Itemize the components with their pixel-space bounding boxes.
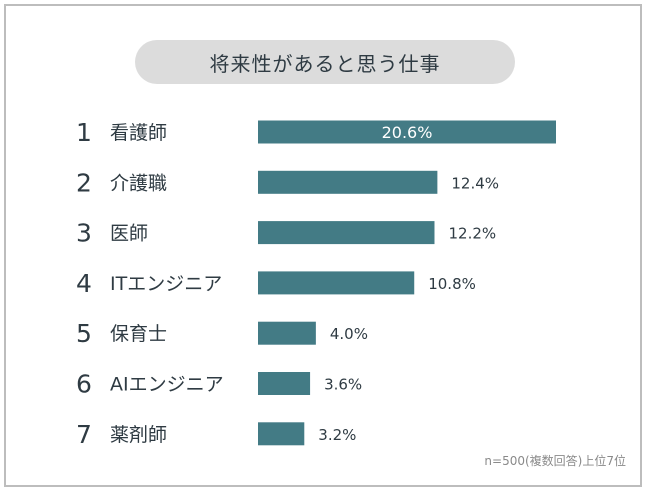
rank-number: 3	[76, 219, 92, 248]
bar	[258, 170, 438, 194]
bar	[258, 120, 556, 144]
rank-number: 7	[76, 420, 92, 449]
bar	[258, 321, 316, 345]
value-label: 12.2%	[448, 225, 496, 243]
value-label: 4.0%	[330, 325, 368, 343]
value-label: 3.2%	[318, 426, 356, 444]
category-label: 介護職	[110, 172, 167, 194]
category-label: AIエンジニア	[110, 374, 224, 396]
value-label: 3.6%	[324, 376, 362, 394]
rank-number: 2	[76, 168, 92, 197]
sample-note: n=500(複数回答)上位7位	[484, 454, 626, 468]
chart-title: 将来性があると思う仕事	[135, 40, 515, 84]
rank-number: 4	[76, 269, 92, 298]
rank-number: 1	[76, 118, 92, 147]
bar	[258, 422, 305, 446]
category-label: ITエンジニア	[110, 273, 222, 295]
rank-number: 5	[76, 319, 92, 348]
chart-frame	[4, 4, 642, 487]
value-label: 12.4%	[451, 174, 499, 192]
bar	[258, 221, 435, 245]
bar	[258, 372, 311, 395]
category-label: 医師	[110, 223, 148, 245]
value-label: 10.8%	[428, 275, 476, 293]
value-label: 20.6%	[382, 123, 433, 142]
bar	[258, 271, 415, 295]
rank-number: 6	[76, 370, 92, 399]
category-label: 看護師	[110, 122, 167, 144]
category-label: 保育士	[110, 323, 167, 345]
category-label: 薬剤師	[110, 424, 167, 446]
